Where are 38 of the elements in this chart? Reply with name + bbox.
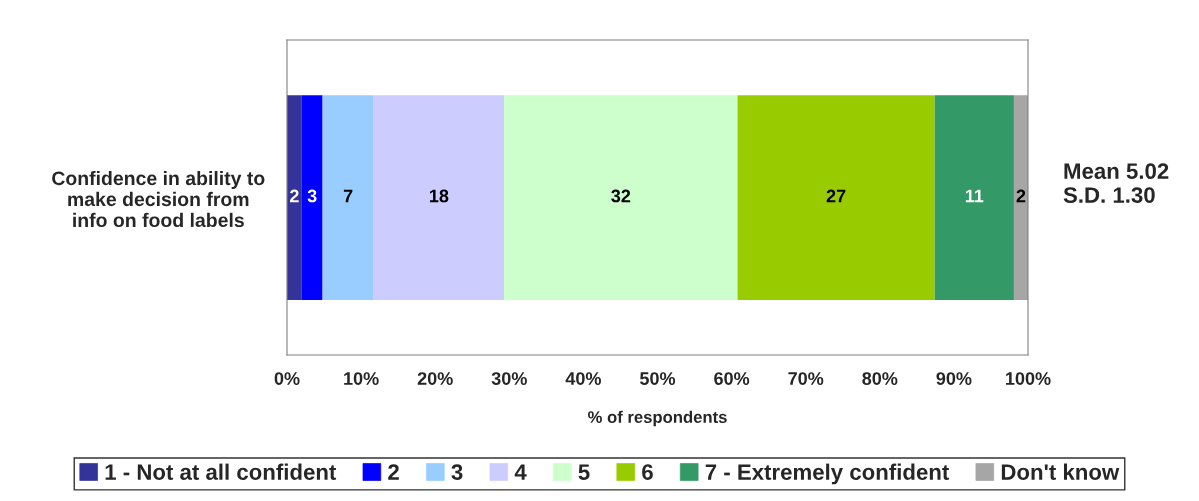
x-tick-label: 50% [639,372,676,385]
text: Mean 5.02 S.D. 1.30 [1063,163,1169,203]
bar [301,95,323,300]
data-label: 2 [1016,189,1026,203]
bar [1013,95,1028,300]
legend-label: 7 - Extremely confident [705,463,950,485]
bar [737,95,935,300]
x-axis-title: % of respondents [588,410,727,427]
legend-label: 4 [514,464,527,480]
x-tick-label: 0% [274,372,300,385]
x-tick-label: 90% [936,372,972,385]
x-tick-label: 80% [862,372,898,385]
data-label: 32 [611,189,631,203]
legend-label: 6 [642,464,653,480]
data-label: 2 [290,189,299,203]
x-tick-label: 30% [491,372,527,385]
bar [934,95,1014,300]
legend-label: Don't know [1001,463,1120,480]
x-tick-label: 60% [714,372,750,385]
x-tick-label: 100% [1006,372,1051,385]
bar [504,95,738,300]
bar [322,95,374,300]
data-label: 3 [307,189,317,203]
data-label: 18 [430,189,449,203]
y-tick-label: Confidence in ability to make decision from info on food labels [52,170,265,228]
data-label: 11 [965,189,984,203]
data-label: 27 [826,189,846,203]
data-label: 7 [343,189,353,203]
x-tick-label: 70% [788,372,824,385]
bar [287,95,302,300]
x-tick-label: 10% [344,372,379,385]
bar [373,95,505,300]
legend-label: 5 [578,464,590,480]
legend-label: 1 - Not at all confident [105,463,337,480]
legend-label: 2 [388,464,399,480]
legend-label: 3 [451,464,463,480]
x-tick-label: 20% [417,372,453,385]
x-tick-label: 40% [565,372,601,385]
